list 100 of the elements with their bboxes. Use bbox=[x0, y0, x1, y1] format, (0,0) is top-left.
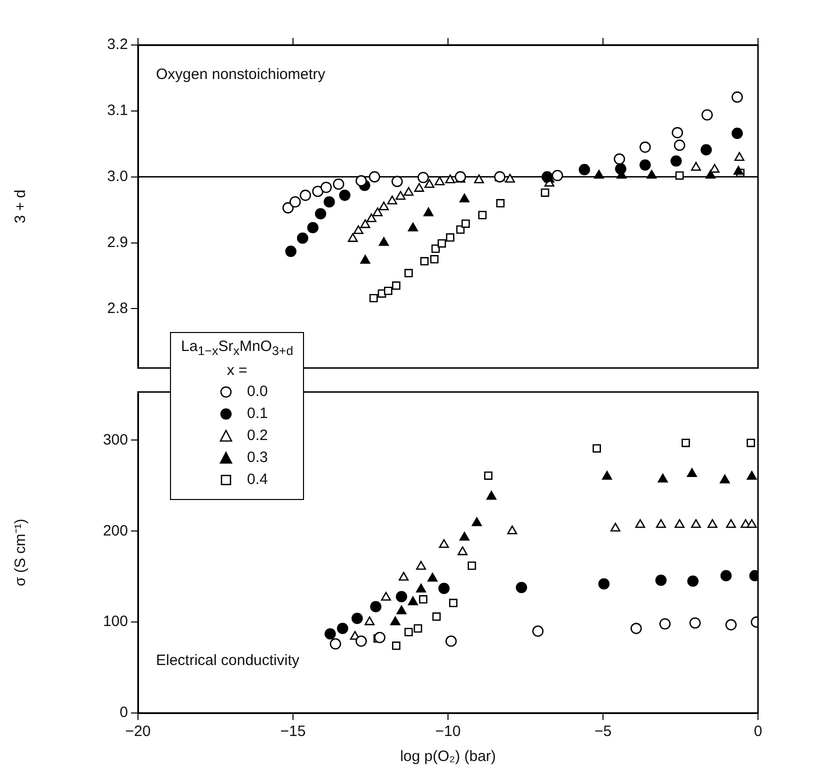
point bbox=[496, 199, 505, 208]
point bbox=[370, 600, 382, 612]
point bbox=[635, 519, 646, 528]
point bbox=[458, 546, 468, 556]
point bbox=[352, 612, 363, 624]
point bbox=[602, 470, 612, 480]
annotation: Oxygen nonstoichiometry bbox=[156, 66, 326, 84]
point bbox=[320, 182, 332, 194]
point bbox=[449, 598, 458, 608]
point bbox=[381, 592, 391, 601]
point bbox=[330, 638, 342, 650]
point bbox=[431, 244, 440, 253]
point bbox=[418, 172, 429, 184]
point bbox=[720, 474, 730, 484]
point bbox=[640, 159, 651, 171]
point bbox=[540, 188, 550, 197]
point bbox=[594, 170, 604, 179]
y-tick-label: 3.0 bbox=[107, 168, 128, 185]
point bbox=[675, 171, 684, 180]
point bbox=[396, 606, 406, 614]
point bbox=[746, 519, 757, 528]
point bbox=[658, 474, 668, 482]
point bbox=[378, 202, 389, 210]
point bbox=[404, 187, 414, 196]
point bbox=[598, 578, 610, 590]
point bbox=[348, 233, 358, 242]
point bbox=[314, 208, 326, 220]
point bbox=[420, 257, 429, 266]
point bbox=[732, 128, 743, 139]
point bbox=[456, 225, 465, 234]
y-tick-label: 100 bbox=[102, 613, 128, 630]
point bbox=[360, 254, 370, 264]
point bbox=[614, 153, 626, 165]
point bbox=[659, 618, 671, 630]
y-tick-label: 3.1 bbox=[107, 102, 128, 120]
point bbox=[630, 622, 642, 634]
point bbox=[687, 575, 699, 587]
point bbox=[396, 190, 406, 200]
x-tick-label: −10 bbox=[435, 723, 461, 740]
point bbox=[404, 628, 413, 636]
point bbox=[459, 194, 470, 202]
point bbox=[432, 612, 441, 621]
point bbox=[732, 91, 743, 103]
point bbox=[615, 163, 626, 175]
point bbox=[353, 225, 364, 234]
point bbox=[446, 233, 454, 242]
point bbox=[686, 468, 697, 477]
point bbox=[691, 162, 701, 171]
point bbox=[578, 164, 590, 176]
y-axis-title: 3 + d bbox=[12, 190, 30, 224]
y-tick-label: 3.2 bbox=[107, 36, 128, 54]
point bbox=[734, 152, 744, 161]
legend-label: 0.2 bbox=[247, 426, 268, 446]
point bbox=[474, 174, 484, 184]
legend-label: 0.0 bbox=[247, 382, 268, 402]
point bbox=[691, 519, 701, 528]
point bbox=[384, 286, 392, 296]
point bbox=[392, 642, 400, 650]
point bbox=[438, 539, 449, 548]
point bbox=[478, 210, 487, 220]
point bbox=[398, 572, 409, 581]
point bbox=[428, 572, 438, 582]
point bbox=[404, 268, 413, 278]
point bbox=[438, 582, 450, 594]
point bbox=[725, 619, 737, 630]
point bbox=[336, 622, 348, 634]
point bbox=[378, 237, 389, 246]
point bbox=[461, 219, 470, 228]
point bbox=[726, 519, 736, 528]
point bbox=[312, 186, 324, 197]
point bbox=[290, 196, 301, 208]
x-tick-label: −20 bbox=[125, 723, 151, 740]
point bbox=[459, 532, 470, 541]
point bbox=[387, 196, 398, 204]
point bbox=[552, 170, 564, 182]
x-tick-label: −5 bbox=[594, 723, 612, 740]
point bbox=[438, 239, 446, 248]
point bbox=[300, 190, 312, 201]
annotation: Electrical conductivity bbox=[156, 652, 300, 670]
point bbox=[366, 213, 376, 222]
point bbox=[364, 616, 375, 626]
point bbox=[374, 632, 386, 644]
point bbox=[356, 175, 367, 186]
point bbox=[434, 176, 445, 186]
y-axis-title: σ (S cm⁻¹) bbox=[12, 518, 30, 586]
y-tick-label: 2.8 bbox=[107, 300, 128, 317]
point bbox=[430, 255, 439, 264]
point bbox=[532, 626, 544, 637]
point bbox=[672, 127, 684, 138]
point bbox=[484, 471, 492, 480]
point bbox=[468, 562, 476, 570]
point bbox=[707, 519, 718, 528]
point bbox=[674, 519, 685, 528]
point bbox=[392, 176, 403, 188]
point bbox=[414, 183, 424, 192]
point bbox=[733, 166, 744, 175]
point bbox=[392, 281, 400, 290]
point bbox=[372, 207, 383, 216]
point bbox=[368, 171, 380, 182]
point bbox=[486, 490, 496, 500]
